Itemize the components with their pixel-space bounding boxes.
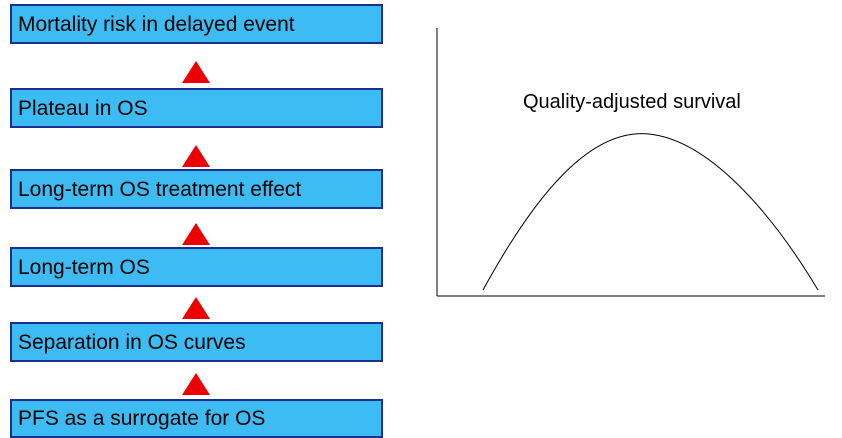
step-label: Plateau in OS	[18, 96, 148, 120]
step-label: Long-term OS treatment effect	[18, 177, 302, 201]
chart-title: Quality-adjusted survival	[523, 91, 741, 113]
step-pfs-surrogate: PFS as a surrogate for OS	[10, 399, 383, 438]
step-label: PFS as a surrogate for OS	[18, 407, 266, 430]
step-label: Mortality risk in delayed event	[18, 12, 295, 36]
step-long-term-os-effect: Long-term OS treatment effect	[10, 169, 383, 209]
survival-curve	[482, 133, 819, 291]
step-mortality-risk: Mortality risk in delayed event	[10, 4, 383, 44]
up-arrow-icon	[182, 373, 210, 395]
step-label: Long-term OS	[18, 255, 150, 279]
up-arrow-icon	[182, 145, 210, 167]
up-arrow-icon	[182, 223, 210, 245]
step-long-term-os: Long-term OS	[10, 247, 383, 287]
step-label: Separation in OS curves	[18, 330, 246, 354]
up-arrow-icon	[182, 61, 210, 83]
step-separation-os-curves: Separation in OS curves	[10, 322, 383, 362]
step-plateau-os: Plateau in OS	[10, 88, 383, 128]
up-arrow-icon	[182, 297, 210, 319]
